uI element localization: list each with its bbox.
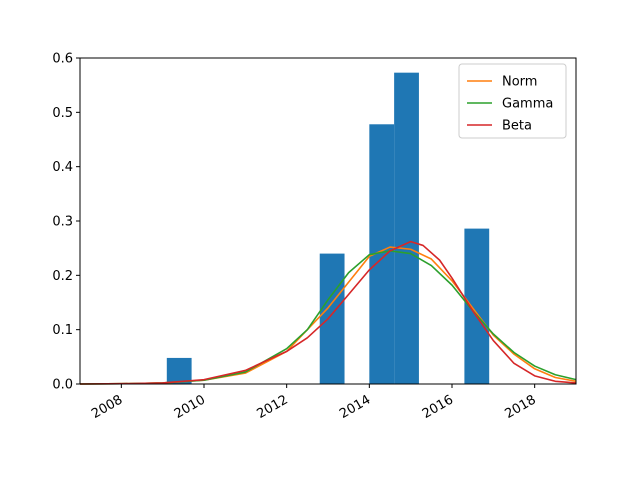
y-tick-label: 0.0 — [52, 378, 73, 393]
histogram-bar-4 — [464, 228, 490, 384]
x-tick-label: 2012 — [255, 392, 291, 422]
x-tick-label: 2014 — [337, 392, 373, 422]
legend-label-gamma: Gamma — [502, 97, 553, 112]
lines-layer — [79, 240, 577, 385]
y-tick-label: 0.1 — [52, 323, 73, 338]
x-tick-label: 2008 — [89, 392, 125, 422]
bars-layer — [166, 72, 490, 385]
histogram-bar-1 — [319, 253, 345, 384]
x-tick-label: 2016 — [420, 392, 456, 422]
x-axis: 2008 2010 2012 2014 2016 2018 — [89, 384, 539, 422]
histogram-bar-0 — [166, 357, 192, 384]
histogram-bar-3 — [394, 72, 419, 385]
legend-label-beta: Beta — [502, 119, 532, 134]
x-tick-label: 2018 — [503, 392, 539, 422]
y-tick-label: 0.6 — [52, 52, 73, 67]
y-axis: 0.0 0.1 0.2 0.3 0.4 0.5 0.6 — [52, 52, 80, 393]
legend-label-norm: Norm — [502, 75, 537, 90]
x-tick-label: 2010 — [172, 392, 208, 422]
y-tick-label: 0.5 — [52, 106, 73, 121]
series-line-beta — [79, 240, 577, 385]
y-tick-label: 0.4 — [52, 160, 73, 175]
legend: Norm Gamma Beta — [458, 63, 567, 139]
legend-box — [458, 63, 567, 139]
y-tick-label: 0.2 — [52, 269, 73, 284]
y-tick-label: 0.3 — [52, 215, 73, 230]
